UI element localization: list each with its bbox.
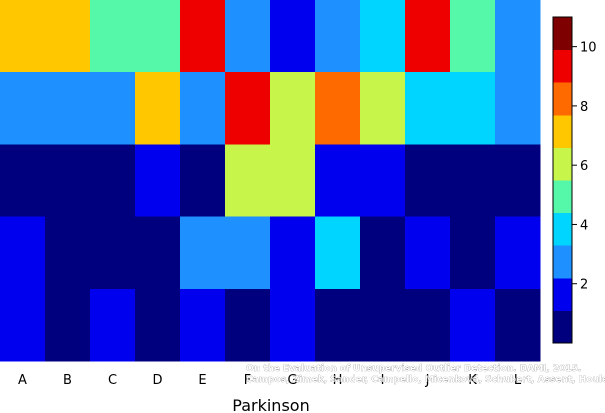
x-tick-label-f: F — [244, 373, 251, 388]
heatmap-cell-e-4 — [180, 216, 226, 290]
heatmap-cell-k-4 — [450, 216, 496, 290]
heatmap-cell-g-5 — [270, 288, 316, 362]
heatmap-cell-d-2 — [135, 72, 181, 145]
colorbar-segment-9 — [553, 49, 572, 83]
heatmap-cell-g-1 — [270, 0, 316, 73]
heatmap-cell-a-3 — [0, 144, 46, 218]
colorbar-segment-3 — [553, 245, 572, 279]
heatmap-cell-d-1 — [135, 0, 181, 73]
heatmap-cell-l-1 — [495, 0, 541, 73]
heatmap-cell-b-1 — [45, 0, 91, 73]
heatmap-cell-b-5 — [45, 288, 91, 362]
x-tick-label-b: B — [63, 373, 72, 388]
colorbar-segment-4 — [553, 212, 572, 246]
heatmap-cell-k-3 — [450, 144, 496, 218]
heatmap-cell-e-3 — [180, 144, 226, 218]
heatmap-cell-d-3 — [135, 144, 181, 218]
x-tick-label-c: C — [108, 373, 117, 388]
watermark-line-2: Campos, Zimek, Sander, Campello, Micenko… — [246, 375, 605, 385]
heatmap-cell-d-4 — [135, 216, 181, 290]
heatmap-cell-c-1 — [90, 0, 136, 73]
colorbar-segment-8 — [553, 82, 572, 116]
heatmap-cell-j-2 — [405, 72, 451, 145]
colorbar-segment-2 — [553, 277, 572, 311]
x-tick-label-d: D — [152, 373, 162, 388]
heatmap-cell-h-3 — [315, 144, 361, 218]
heatmap-cell-f-2 — [225, 72, 271, 145]
heatmap-cell-h-2 — [315, 72, 361, 145]
colorbar-tick-label-8: 8 — [580, 100, 588, 115]
heatmap-cell-h-1 — [315, 0, 361, 73]
heatmap-cell-c-3 — [90, 144, 136, 218]
heatmap-cell-f-5 — [225, 288, 271, 362]
heatmap-cell-l-3 — [495, 144, 541, 218]
colorbar-tick-label-4: 4 — [580, 218, 588, 233]
colorbar-tick-label-6: 6 — [580, 159, 588, 174]
heatmap-cell-j-5 — [405, 288, 451, 362]
heatmap-cell-b-4 — [45, 216, 91, 290]
heatmap-cell-i-5 — [360, 288, 406, 362]
heatmap-cell-e-5 — [180, 288, 226, 362]
colorbar-border — [552, 16, 573, 344]
heatmap-cell-e-1 — [180, 0, 226, 73]
heatmap-cell-j-1 — [405, 0, 451, 73]
heatmap-cell-b-2 — [45, 72, 91, 145]
heatmap-cell-h-5 — [315, 288, 361, 362]
heatmap-cell-k-1 — [450, 0, 496, 73]
heatmap-cell-g-3 — [270, 144, 316, 218]
colorbar-segment-1 — [553, 310, 572, 344]
heatmap-cell-d-5 — [135, 288, 181, 362]
heatmap-cell-j-4 — [405, 216, 451, 290]
colorbar — [552, 16, 573, 344]
x-tick-label-k: K — [468, 373, 477, 388]
heatmap-cell-e-2 — [180, 72, 226, 145]
heatmap-cells — [0, 0, 541, 362]
heatmap-cell-c-5 — [90, 288, 136, 362]
heatmap-cell-l-4 — [495, 216, 541, 290]
x-tick-label-g: G — [287, 373, 297, 388]
colorbar-segment-5 — [553, 180, 572, 214]
heatmap-cell-h-4 — [315, 216, 361, 290]
heatmap-cell-c-4 — [90, 216, 136, 290]
heatmap-cell-l-2 — [495, 72, 541, 145]
heatmap-cell-i-1 — [360, 0, 406, 73]
heatmap-cell-k-5 — [450, 288, 496, 362]
heatmap-cell-g-4 — [270, 216, 316, 290]
colorbar-segment-10 — [553, 17, 572, 51]
x-tick-label-e: E — [198, 373, 206, 388]
x-tick-labels: A B C D E F G H I J K L — [18, 373, 522, 388]
heatmap-cell-f-4 — [225, 216, 271, 290]
x-tick-label-i: I — [381, 373, 385, 388]
colorbar-tick-labels: 2 4 6 8 10 — [572, 41, 597, 293]
heatmap-cell-l-5 — [495, 288, 541, 362]
heatmap-cell-f-3 — [225, 144, 271, 218]
colorbar-segment-6 — [553, 147, 572, 181]
heatmap-cell-g-2 — [270, 72, 316, 145]
heatmap-cell-a-2 — [0, 72, 46, 145]
heatmap-cell-i-2 — [360, 72, 406, 145]
colorbar-tick-label-2: 2 — [580, 278, 588, 293]
heatmap-cell-j-3 — [405, 144, 451, 218]
heatmap-cell-a-1 — [0, 0, 46, 73]
x-tick-label-l: L — [514, 373, 522, 388]
heatmap-cell-b-3 — [45, 144, 91, 218]
heatmap-cell-i-4 — [360, 216, 406, 290]
heatmap-cell-f-1 — [225, 0, 271, 73]
heatmap-cell-k-2 — [450, 72, 496, 145]
heatmap-cell-a-4 — [0, 216, 46, 290]
x-tick-label-h: H — [333, 373, 343, 388]
heatmap-cell-i-3 — [360, 144, 406, 218]
colorbar-tick-label-10: 10 — [580, 41, 597, 56]
watermark-line-1: On the Evaluation of Unsupervised Outlie… — [246, 364, 581, 374]
x-axis-label: Parkinson — [232, 396, 309, 413]
colorbar-segment-7 — [553, 114, 572, 148]
x-tick-label-j: J — [425, 373, 430, 388]
heatmap-cell-a-5 — [0, 288, 46, 362]
x-tick-label-a: A — [18, 373, 27, 388]
heatmap-cell-c-2 — [90, 72, 136, 145]
